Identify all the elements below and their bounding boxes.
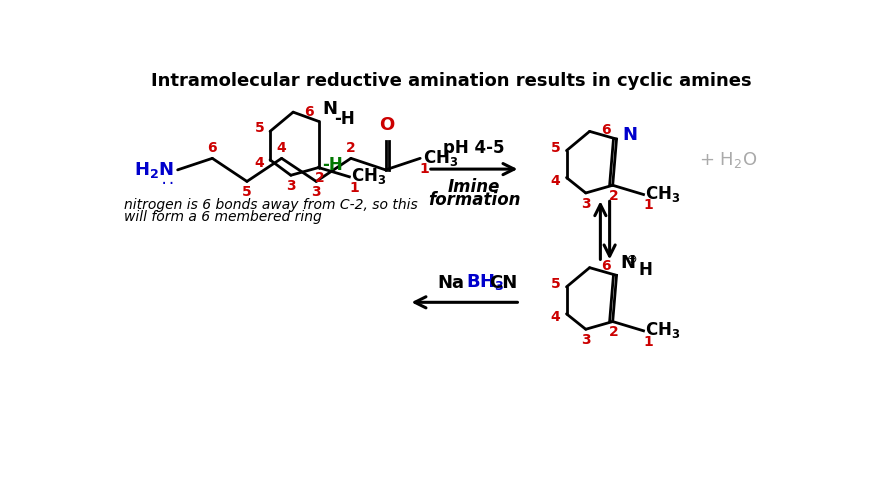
Text: $\mathbf{CH_3}$: $\mathbf{CH_3}$ <box>351 166 386 186</box>
Text: $\mathbf{CH_3}$: $\mathbf{CH_3}$ <box>422 147 458 167</box>
Text: $\mathbf{BH_3}$: $\mathbf{BH_3}$ <box>466 271 505 291</box>
Text: 1: 1 <box>643 335 653 349</box>
Text: pH 4-5: pH 4-5 <box>444 139 505 157</box>
Text: 5: 5 <box>551 140 561 154</box>
Text: 3: 3 <box>581 197 590 211</box>
Text: $\mathbf{H_2N}$: $\mathbf{H_2N}$ <box>134 160 174 180</box>
Text: formation: formation <box>428 191 520 209</box>
Text: 3: 3 <box>312 185 321 199</box>
Text: 2: 2 <box>609 189 620 203</box>
Text: N: N <box>620 253 635 271</box>
Text: ⊕: ⊕ <box>627 253 637 266</box>
Text: H: H <box>638 261 652 279</box>
Text: 6: 6 <box>601 259 611 273</box>
Text: CN: CN <box>489 273 517 291</box>
Text: -H: -H <box>334 110 355 128</box>
Text: 4: 4 <box>254 156 264 170</box>
Text: -H: -H <box>322 156 343 174</box>
Text: 6: 6 <box>304 105 314 119</box>
Text: 5: 5 <box>551 277 561 291</box>
Text: N: N <box>322 100 337 118</box>
Text: 3: 3 <box>286 179 296 193</box>
Text: 6: 6 <box>601 123 611 137</box>
Text: 5: 5 <box>254 122 264 135</box>
Text: 1: 1 <box>643 198 653 212</box>
Text: nitrogen is 6 bonds away from C-2, so this: nitrogen is 6 bonds away from C-2, so th… <box>124 198 417 212</box>
Text: 4: 4 <box>551 174 561 188</box>
Text: 4: 4 <box>276 140 287 154</box>
Text: + H$_2$O: + H$_2$O <box>699 150 758 170</box>
Text: Imine: Imine <box>448 178 501 196</box>
Text: N: N <box>622 126 637 144</box>
Text: Na: Na <box>437 273 465 291</box>
Text: 6: 6 <box>208 140 217 154</box>
Text: ..: .. <box>160 173 177 187</box>
Text: 2: 2 <box>315 171 325 185</box>
Text: $\mathbf{CH_3}$: $\mathbf{CH_3}$ <box>645 184 680 204</box>
Text: $\mathbf{CH_3}$: $\mathbf{CH_3}$ <box>645 320 680 340</box>
Text: O: O <box>379 116 395 133</box>
Text: Intramolecular reductive amination results in cyclic amines: Intramolecular reductive amination resul… <box>150 72 752 90</box>
Text: 5: 5 <box>242 185 252 199</box>
Text: will form a 6 membered ring: will form a 6 membered ring <box>124 210 321 224</box>
Text: 2: 2 <box>609 325 620 339</box>
Text: 2: 2 <box>346 140 356 154</box>
Text: 3: 3 <box>581 333 590 347</box>
Text: 4: 4 <box>551 310 561 324</box>
Text: 1: 1 <box>349 181 359 195</box>
Text: 1: 1 <box>419 162 429 176</box>
